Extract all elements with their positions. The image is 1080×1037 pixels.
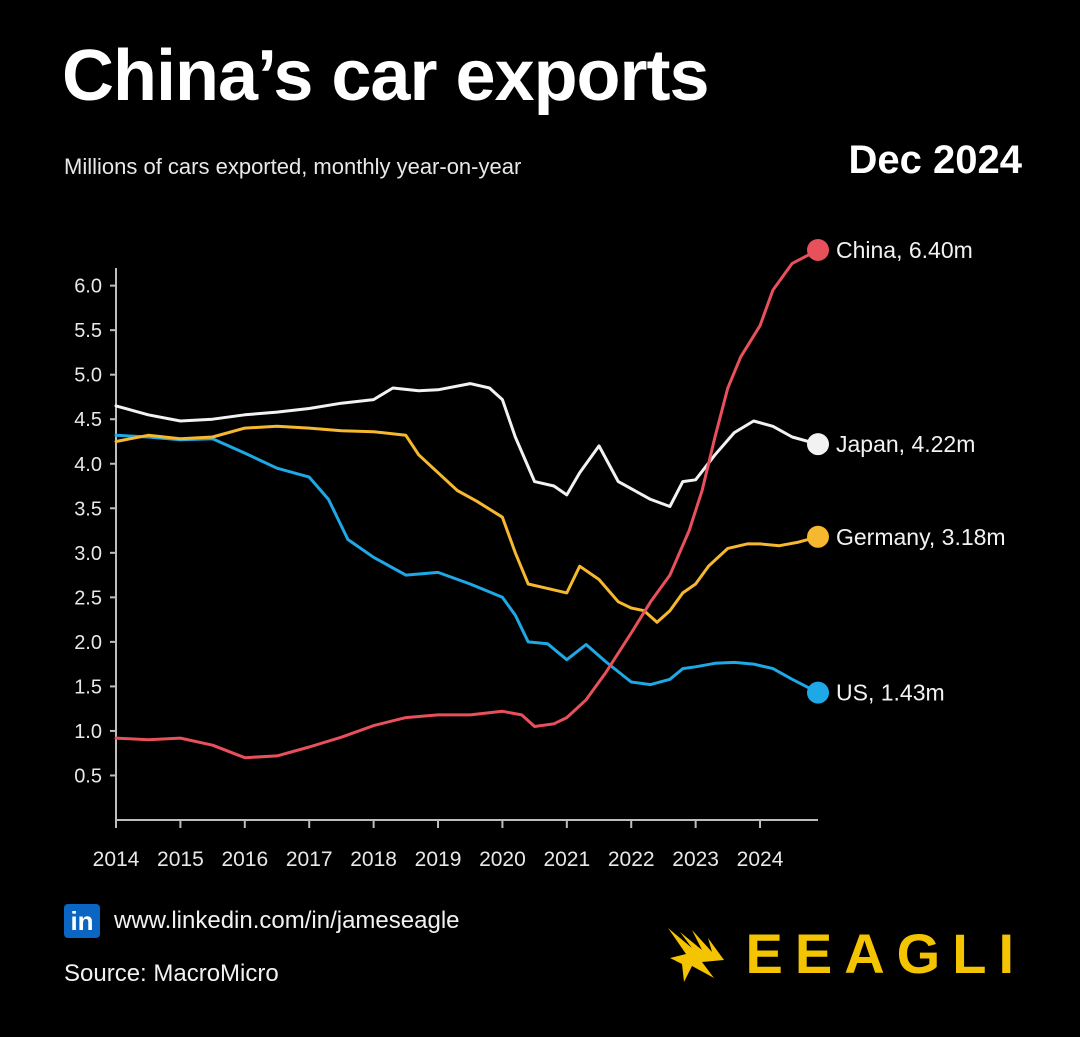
x-tick-label: 2014 [93,848,140,871]
y-tick-label: 4.0 [74,454,102,476]
end-label-china: China, 6.40m [836,237,973,263]
y-tick-label: 1.5 [74,676,102,698]
end-marker-germany [807,525,829,548]
linkedin-icon: in [64,904,100,938]
y-tick-label: 6.0 [74,276,102,298]
y-tick-label: 4.5 [74,409,102,431]
end-label-japan: Japan, 4.22m [836,431,975,457]
end-label-us: US, 1.43m [836,680,945,706]
source-note: Source: MacroMicro [64,960,279,987]
series-line-china [114,248,820,760]
y-tick-label: 0.5 [74,765,102,787]
brand-logo: EEAGLI [662,918,1026,988]
y-tick-label: 1.0 [74,721,102,743]
x-tick-label: 2020 [479,848,526,871]
chart-title: China’s car exports [62,36,710,116]
end-marker-japan [807,433,829,456]
x-tick-label: 2018 [350,848,397,871]
y-tick-label: 2.0 [74,632,102,654]
x-tick-label: 2022 [608,848,655,871]
logo-text: EEAGLI [745,921,1026,985]
x-tick-label: 2024 [737,848,784,871]
series-line-germany [114,424,820,624]
end-marker-us [807,681,829,704]
x-tick-label: 2023 [672,848,719,871]
x-tick-label: 2017 [286,848,333,871]
line-chart: 0.5 1.0 1.5 2.0 2.5 3.0 3.5 4.0 4.5 5.0 5.5 6.0 2014… [74,237,1006,871]
y-tick-label: 3.5 [74,498,102,520]
y-tick-label: 3.0 [74,543,102,565]
y-tick-label: 2.5 [74,587,102,609]
x-tick-label: 2016 [221,848,268,871]
y-tick-label: 5.5 [74,320,102,342]
y-tick-label: 5.0 [74,365,102,387]
linkedin-link[interactable]: in www.linkedin.com/in/jameseagle [64,904,460,938]
chart-subtitle: Millions of cars exported, monthly year-… [64,154,522,179]
x-tick-label: 2021 [543,848,590,871]
end-marker-china [807,239,829,261]
linkedin-url[interactable]: www.linkedin.com/in/jameseagle [114,907,460,934]
x-tick-label: 2015 [157,848,204,871]
x-tick-label: 2019 [415,848,462,871]
series-line-us [114,433,820,695]
eagle-icon [667,928,724,982]
date-label: Dec 2024 [848,138,1022,182]
end-label-germany: Germany, 3.18m [836,524,1006,550]
